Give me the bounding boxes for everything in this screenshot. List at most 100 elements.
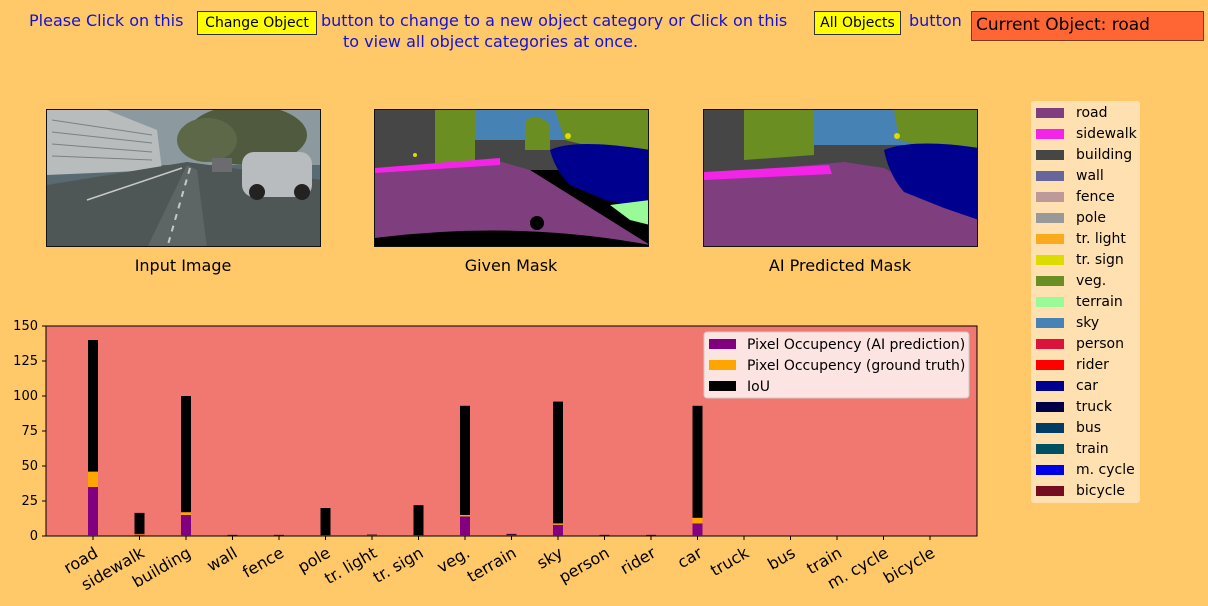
bar-iou: [413, 505, 424, 536]
legend-label: person: [1076, 336, 1124, 352]
legend-label: fence: [1076, 189, 1115, 205]
bar-iou: [460, 405, 470, 515]
x-tick-label: fence: [239, 543, 287, 582]
legend-label: tr. light: [1076, 231, 1126, 247]
x-tick-label: tr. light: [321, 543, 380, 588]
legend-swatch: [1036, 318, 1064, 328]
x-tick-label: terrain: [464, 543, 520, 586]
legend-item: rider: [1036, 357, 1109, 373]
chart-legend: [703, 331, 970, 399]
bar-iou: [506, 533, 517, 535]
legend-swatch: [1036, 444, 1064, 454]
legend-label: veg.: [1076, 273, 1107, 289]
current-object-display: Current Object: road: [971, 11, 1204, 41]
legend-item: tr. light: [1036, 231, 1126, 247]
legend-label: terrain: [1076, 294, 1123, 310]
legend-item: car: [1036, 378, 1098, 394]
legend-label: building: [1076, 147, 1133, 163]
bar-iou: [274, 534, 284, 536]
y-tick-label: 150: [13, 319, 38, 334]
legend-label: road: [1076, 105, 1108, 121]
x-tick-label: tr. sign: [370, 543, 427, 587]
x-tick-label: rider: [617, 543, 659, 578]
legend-label: truck: [1076, 399, 1112, 415]
x-tick-label: person: [556, 543, 613, 587]
legend-label: sidewalk: [1076, 126, 1137, 142]
chart-legend-label: IoU: [747, 379, 770, 395]
legend-item: sky: [1036, 315, 1099, 331]
legend-label: wall: [1076, 168, 1104, 184]
legend-item: building: [1036, 147, 1132, 163]
bar-iou: [227, 534, 238, 536]
bar-pixel-occupency-ground-truth-: [692, 517, 703, 524]
legend-item: bus: [1036, 420, 1101, 436]
legend-swatch: [1036, 213, 1064, 223]
x-tick-label: wall: [203, 543, 240, 575]
instruction-text-1: Please Click on this: [29, 11, 184, 30]
bar-pixel-occupency-ground-truth-: [181, 512, 191, 515]
given-mask: [374, 109, 649, 247]
bar-iou: [599, 534, 610, 536]
legend-item: truck: [1036, 399, 1112, 415]
legend-swatch: [1036, 486, 1064, 496]
bar-pixel-occupency-ai-prediction-: [506, 534, 517, 536]
legend-item: wall: [1036, 168, 1104, 184]
instruction-text-4: to view all object categories at once.: [343, 32, 639, 51]
input-image: [46, 109, 321, 247]
bar-pixel-occupency-ai-prediction-: [320, 535, 331, 536]
bar-iou: [692, 405, 703, 518]
legend-item: sidewalk: [1036, 126, 1137, 142]
legend-item: road: [1036, 105, 1107, 121]
bar-iou: [134, 512, 145, 534]
bar-pixel-occupency-ai-prediction-: [367, 535, 377, 536]
input-image-label: Input Image: [134, 256, 232, 275]
legend-item: bicycle: [1036, 483, 1125, 499]
legend-swatch: [1036, 255, 1064, 265]
legend-label: train: [1076, 441, 1109, 457]
x-tick-label: bicycle: [880, 543, 938, 587]
legend-swatch: [1036, 381, 1064, 391]
legend-label: rider: [1076, 357, 1109, 373]
x-tick-label: bus: [764, 543, 798, 574]
legend-label: tr. sign: [1076, 252, 1124, 268]
bar-pixel-occupency-ground-truth-: [88, 471, 98, 487]
bar-pixel-occupency-ground-truth-: [460, 515, 470, 517]
y-tick-label: 0: [30, 529, 38, 544]
legend-item: veg.: [1036, 273, 1106, 289]
bar-pixel-occupency-ai-prediction-: [553, 524, 563, 536]
legend-item: terrain: [1036, 294, 1123, 310]
chart-legend-swatch: [709, 339, 736, 349]
legend-item: train: [1036, 441, 1109, 457]
legend-item: m. cycle: [1036, 462, 1135, 478]
legend-label: bicycle: [1076, 483, 1125, 499]
class-legend: road sidewalk building wall fence pole tr. lig…: [1031, 101, 1140, 503]
legend-swatch: [1036, 234, 1064, 244]
legend-swatch: [1036, 297, 1064, 307]
legend-swatch: [1036, 339, 1064, 349]
y-tick-label: 125: [13, 354, 38, 369]
legend-item: pole: [1036, 210, 1106, 226]
bar-pixel-occupency-ai-prediction-: [692, 523, 703, 536]
legend-label: car: [1076, 378, 1099, 394]
legend-swatch: [1036, 150, 1064, 160]
bar-pixel-occupency-ground-truth-: [134, 533, 145, 535]
bar-pixel-occupency-ground-truth-: [553, 523, 563, 525]
bar-iou: [88, 340, 98, 472]
chart-legend-label: Pixel Occupency (ground truth): [747, 358, 965, 374]
all-objects-button[interactable]: All Objects: [814, 11, 901, 35]
bar-iou: [646, 534, 656, 536]
bar-pixel-occupency-ai-prediction-: [460, 516, 470, 536]
y-tick-label: 50: [21, 459, 38, 474]
legend-swatch: [1036, 108, 1064, 118]
change-object-button[interactable]: Change Object: [197, 11, 317, 35]
bar-pixel-occupency-ai-prediction-: [88, 487, 98, 536]
y-tick-label: 25: [21, 494, 38, 509]
legend-swatch: [1036, 276, 1064, 286]
instruction-text-2: button to change to a new object categor…: [321, 11, 788, 30]
instruction-text-3: button: [909, 11, 962, 30]
legend-item: tr. sign: [1036, 252, 1124, 268]
legend-item: person: [1036, 336, 1124, 352]
bar-iou: [367, 534, 377, 536]
y-tick-label: 100: [13, 389, 38, 404]
